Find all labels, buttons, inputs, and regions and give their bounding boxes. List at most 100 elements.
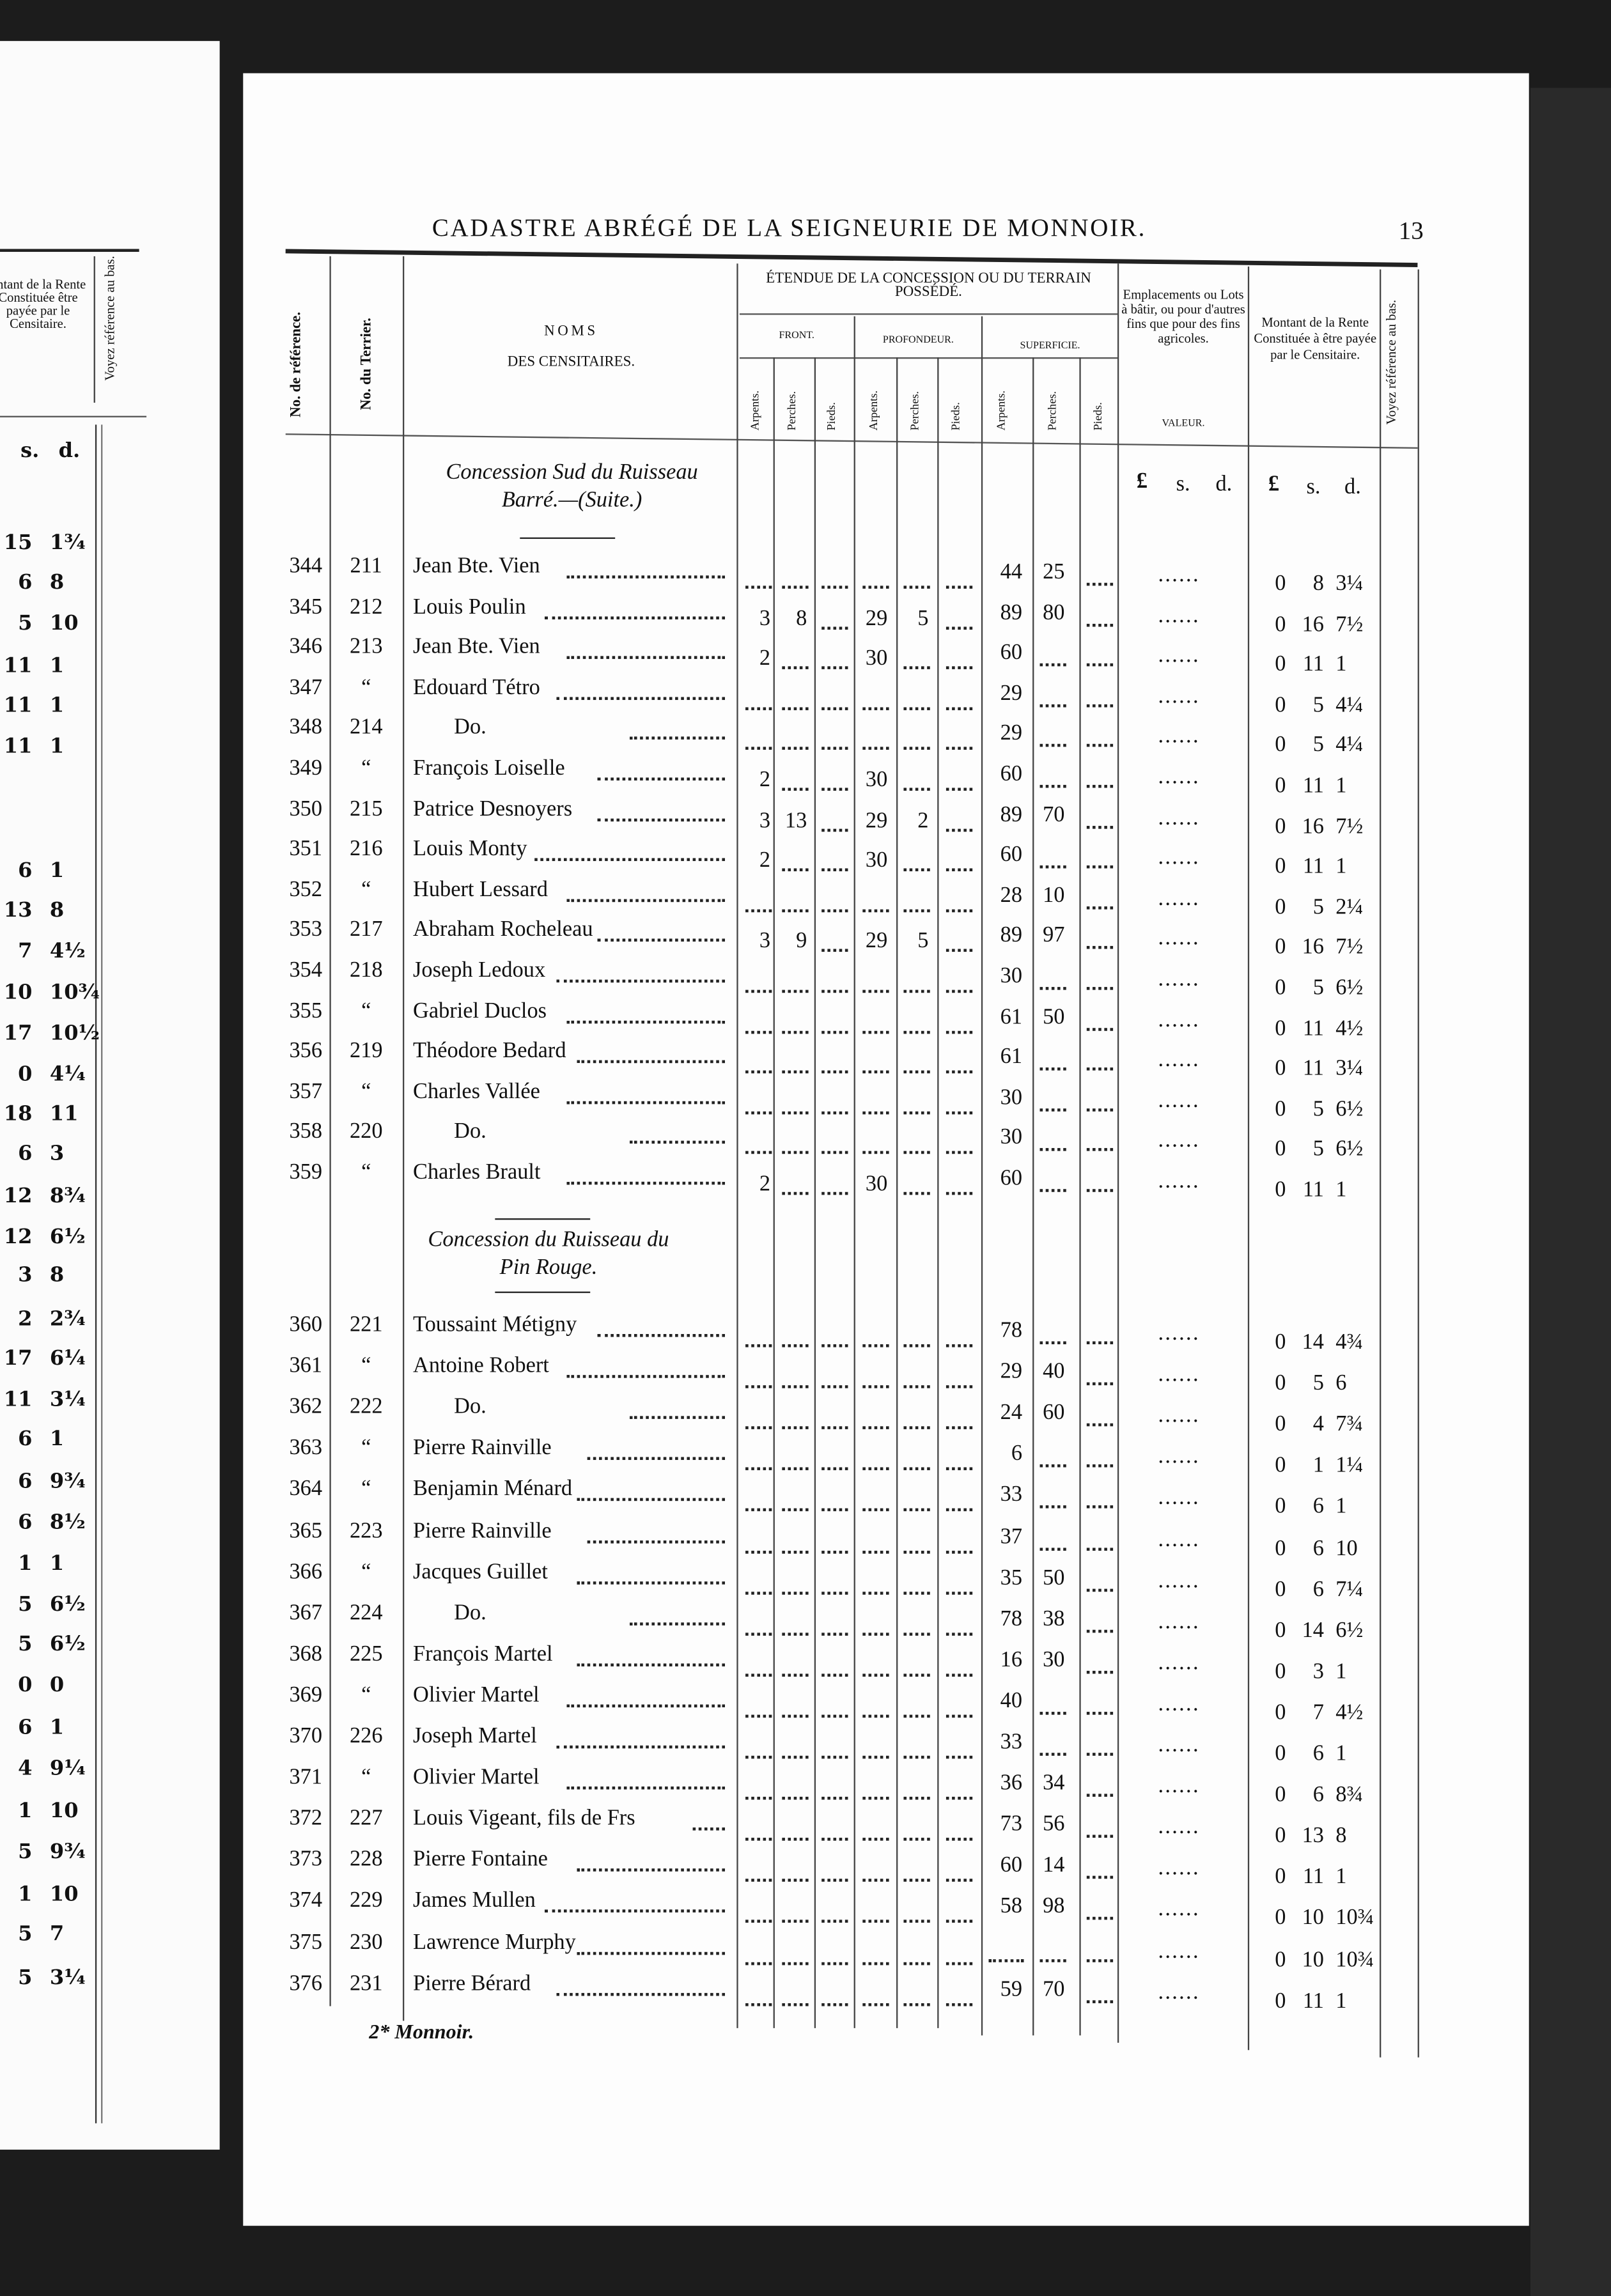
- prof-value: 30: [865, 849, 888, 873]
- leader-dots: [782, 1591, 809, 1594]
- sup-value: 28: [1000, 884, 1023, 908]
- leader-dots: [946, 828, 973, 832]
- column-rule: [981, 316, 983, 2036]
- montant-pence: 6½: [1335, 977, 1364, 1000]
- sup-value: 78: [1000, 1319, 1023, 1343]
- montant-shillings: 5: [1312, 694, 1324, 718]
- leader-dots: [946, 1191, 973, 1195]
- terrier-number: “: [361, 1478, 371, 1502]
- left-pence-value: 1: [49, 1552, 65, 1576]
- left-pence-value: 1: [49, 1427, 65, 1452]
- leader-dots: [782, 1755, 809, 1759]
- leader-dots: [903, 1468, 930, 1471]
- sup-value: 30: [1000, 1086, 1023, 1110]
- left-pence-value: 8: [49, 571, 65, 595]
- montant-shillings: 7: [1312, 1701, 1324, 1725]
- censitaire-name: Abraham Rocheleau: [413, 919, 593, 942]
- sup-value: 50: [1043, 1005, 1065, 1029]
- leader-dots: [1086, 1999, 1114, 2003]
- leader-dots: [862, 909, 889, 912]
- left-top-rule: [0, 249, 139, 252]
- sup-value: 56: [1043, 1813, 1065, 1837]
- leader-dots: [1039, 1108, 1066, 1112]
- table-row: 366 “ Jacques Guillet 35 50...... 0 6 7¼: [0, 1559, 1465, 1601]
- section-title-1: Concession Sud du Ruisseau Barré.—(Suite…: [407, 460, 736, 515]
- table-row: 368 225 François Martel 16 30...... 0 3 1: [0, 1641, 1465, 1684]
- leader-dots: [630, 737, 725, 740]
- valeur-value: ......: [1158, 1089, 1200, 1113]
- leader-dots: [1086, 865, 1114, 869]
- leader-dots: [903, 586, 930, 589]
- montant-shillings: 5: [1312, 734, 1324, 758]
- leader-dots: [821, 2003, 848, 2006]
- leader-dots: [1086, 1505, 1114, 1509]
- leader-dots: [821, 1879, 848, 1882]
- sup-value: 61: [1000, 1005, 1023, 1029]
- sup-value: 60: [1000, 1167, 1023, 1191]
- col-terrier-header: No. du Terrier.: [359, 318, 375, 410]
- leader-dots: [821, 1509, 848, 1512]
- censitaire-name: Charles Brault: [413, 1161, 541, 1185]
- leader-dots: [1086, 946, 1114, 950]
- leader-dots: [534, 858, 725, 862]
- valeur-value: ......: [1158, 1651, 1200, 1675]
- table-row: 376 231 Pierre Bérard 59 70...... 0 11 1: [0, 1971, 1465, 2013]
- montant-pence: 6½: [1335, 1098, 1364, 1122]
- unit-header-perches: Perches.: [1045, 391, 1059, 431]
- leader-dots: [745, 1426, 772, 1430]
- left-pence-value: 8: [49, 1264, 65, 1287]
- terrier-number: “: [361, 1684, 371, 1707]
- valeur-value: ......: [1158, 1857, 1200, 1881]
- montant-pence: 7½: [1335, 612, 1364, 637]
- leader-dots: [946, 2003, 973, 2006]
- unit-header-perches: Perches.: [908, 391, 921, 431]
- leader-dots: [1086, 623, 1114, 626]
- leader-dots: [946, 586, 973, 589]
- left-s-label: s.: [20, 439, 40, 463]
- montant-shillings: 6: [1312, 1742, 1324, 1766]
- leader-dots: [862, 747, 889, 750]
- leader-dots: [1039, 865, 1066, 869]
- leader-dots: [903, 1071, 930, 1074]
- section-title-2-line-1: Concession du Ruisseau du: [428, 1229, 669, 1252]
- leader-dots: [821, 1191, 848, 1195]
- leader-dots: [1086, 1067, 1114, 1071]
- montant-pence: 10¾: [1335, 1907, 1374, 1931]
- sup-value: 29: [1000, 722, 1023, 746]
- left-pence-value: 6½: [49, 1593, 86, 1617]
- montant-shillings: 14: [1302, 1619, 1324, 1643]
- leader-dots: [566, 1704, 725, 1707]
- left-pence-value: 8¾: [49, 1184, 86, 1208]
- montant-pounds: 0: [1275, 653, 1286, 677]
- leader-dots: [745, 1961, 772, 1965]
- leader-dots: [821, 1071, 848, 1074]
- sup-value: 80: [1043, 601, 1065, 625]
- leader-dots: [903, 1191, 930, 1195]
- valeur-value: ......: [1158, 806, 1200, 830]
- table-row: 354 218 Joseph Ledoux 30...... 0 5 6½: [0, 958, 1465, 1000]
- left-shilling-value: 1: [18, 1883, 33, 1907]
- leader-dots: [1086, 744, 1114, 748]
- left-shilling-value: 13: [3, 899, 33, 923]
- montant-pence: 1¼: [1335, 1454, 1364, 1478]
- sup-value: 10: [1043, 884, 1065, 908]
- leader-dots: [862, 1468, 889, 1471]
- section-2-rule-bottom: [495, 1291, 591, 1293]
- montant-pence: 4¼: [1335, 734, 1364, 758]
- valeur-value: ......: [1158, 1939, 1200, 1963]
- prof-value: 30: [865, 1173, 888, 1197]
- table-row: 363 “ Pierre Rainville 6...... 0 1 1¼: [0, 1436, 1465, 1478]
- left-pence-value: 10¾: [49, 981, 100, 1005]
- table-row: 352 “ Hubert Lessard 28 10...... 0 5 2¼: [0, 877, 1465, 919]
- leader-dots: [1039, 1067, 1066, 1071]
- section-title-1-line-2: Barré.—(Suite.): [501, 489, 642, 513]
- left-shilling-value: 5: [18, 1593, 33, 1617]
- montant-pence: 2¼: [1335, 896, 1364, 920]
- sup-value: 16: [1000, 1648, 1023, 1672]
- leader-dots: [821, 626, 848, 630]
- column-rule: [1380, 269, 1381, 2058]
- table-row: 373 228 Pierre Fontaine 60 14...... 0 11 1: [0, 1847, 1465, 1889]
- front-value: 13: [784, 809, 807, 833]
- leader-dots: [745, 1071, 772, 1074]
- leader-dots: [903, 1755, 930, 1759]
